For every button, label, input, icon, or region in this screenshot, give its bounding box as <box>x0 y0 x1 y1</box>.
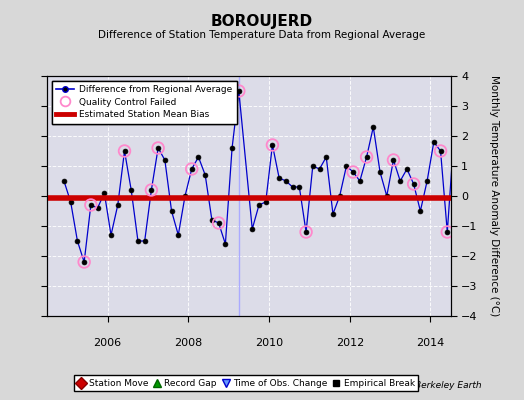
Point <box>436 148 445 154</box>
Point <box>86 202 95 208</box>
Text: 2012: 2012 <box>336 338 364 348</box>
Point <box>147 187 156 193</box>
Text: Difference of Station Temperature Data from Regional Average: Difference of Station Temperature Data f… <box>99 30 425 40</box>
Legend: Station Move, Record Gap, Time of Obs. Change, Empirical Break: Station Move, Record Gap, Time of Obs. C… <box>74 375 419 392</box>
Point <box>443 229 452 235</box>
Text: 2014: 2014 <box>417 338 444 348</box>
Text: 2010: 2010 <box>255 338 283 348</box>
Point <box>389 157 398 163</box>
Point <box>235 88 243 94</box>
Point <box>188 166 196 172</box>
Point <box>409 181 418 187</box>
Point <box>80 259 89 265</box>
Text: 2008: 2008 <box>174 338 202 348</box>
Point <box>302 229 310 235</box>
Point <box>214 220 223 226</box>
Point <box>349 169 357 175</box>
Point <box>121 148 129 154</box>
Point <box>363 154 371 160</box>
Text: 2006: 2006 <box>94 338 122 348</box>
Point <box>154 145 162 151</box>
Text: Berkeley Earth: Berkeley Earth <box>416 381 482 390</box>
Legend: Difference from Regional Average, Quality Control Failed, Estimated Station Mean: Difference from Regional Average, Qualit… <box>52 80 236 124</box>
Point <box>268 142 277 148</box>
Y-axis label: Monthly Temperature Anomaly Difference (°C): Monthly Temperature Anomaly Difference (… <box>489 75 499 317</box>
Text: BOROUJERD: BOROUJERD <box>211 14 313 29</box>
